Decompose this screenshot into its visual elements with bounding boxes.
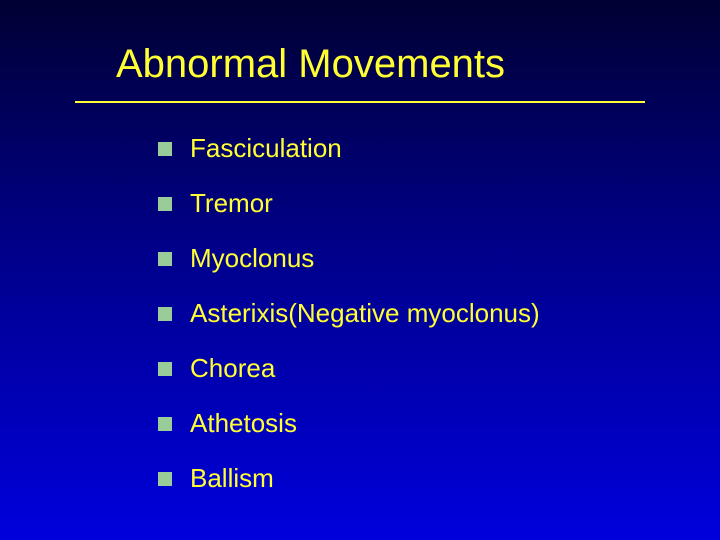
bullet-label: Chorea [190, 353, 275, 384]
bullet-label: Myoclonus [190, 243, 314, 274]
square-bullet-icon [158, 417, 172, 431]
bullet-label: Fasciculation [190, 133, 342, 164]
list-item: Myoclonus [158, 243, 660, 274]
slide: Abnormal Movements Fasciculation Tremor … [0, 0, 720, 540]
title-underline [75, 101, 645, 103]
list-item: Chorea [158, 353, 660, 384]
slide-title: Abnormal Movements [116, 42, 660, 87]
list-item: Tremor [158, 188, 660, 219]
bullet-label: Ballism [190, 463, 274, 494]
bullet-label: Asterixis(Negative myoclonus) [190, 298, 540, 329]
square-bullet-icon [158, 307, 172, 321]
square-bullet-icon [158, 252, 172, 266]
bullet-list: Fasciculation Tremor Myoclonus Asterixis… [158, 133, 660, 494]
square-bullet-icon [158, 472, 172, 486]
list-item: Athetosis [158, 408, 660, 439]
list-item: Ballism [158, 463, 660, 494]
square-bullet-icon [158, 197, 172, 211]
list-item: Fasciculation [158, 133, 660, 164]
bullet-label: Athetosis [190, 408, 297, 439]
square-bullet-icon [158, 362, 172, 376]
list-item: Asterixis(Negative myoclonus) [158, 298, 660, 329]
bullet-label: Tremor [190, 188, 273, 219]
square-bullet-icon [158, 142, 172, 156]
